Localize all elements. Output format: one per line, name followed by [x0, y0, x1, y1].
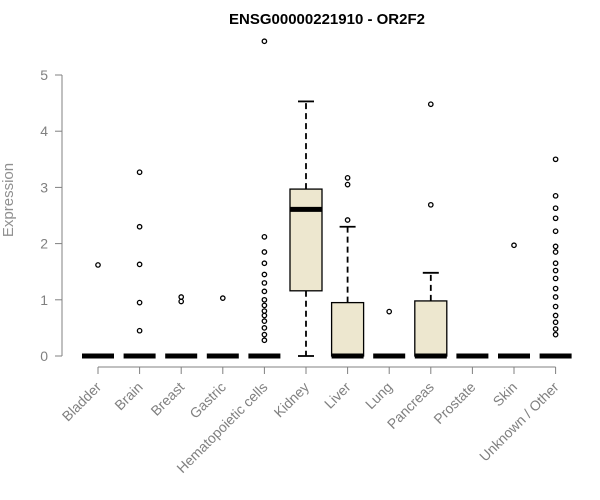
x-tick-label: Bladder — [59, 379, 105, 425]
outlier-point — [344, 217, 351, 223]
x-tick-label: Brain — [111, 379, 145, 413]
outlier-point — [261, 308, 268, 314]
outlier-point — [552, 319, 559, 326]
y-tick-label: 4 — [40, 123, 48, 139]
x-tick-label: Unknown / Other — [476, 379, 562, 465]
box-rect — [289, 188, 323, 292]
outlier-point — [261, 337, 268, 344]
y-tick-label: 3 — [40, 179, 48, 195]
outlier-point — [261, 331, 268, 338]
outlier-point — [552, 285, 559, 292]
outlier-point — [344, 181, 351, 188]
box-rect — [414, 300, 448, 357]
box-gastric — [206, 295, 239, 359]
outlier-point — [511, 242, 517, 249]
x-tick-label: Liver — [321, 379, 354, 412]
outlier-point — [136, 261, 143, 268]
outlier-point — [552, 303, 559, 310]
box-liver — [330, 174, 365, 359]
outlier-point — [552, 192, 559, 199]
outlier-point — [552, 228, 559, 235]
box-pancreas — [414, 101, 448, 359]
outlier-point — [552, 312, 559, 319]
outlier-point — [261, 234, 268, 240]
outlier-point — [552, 215, 559, 222]
box-rect — [330, 301, 365, 357]
y-tick-label: 0 — [40, 348, 48, 364]
outlier-point — [427, 201, 434, 208]
outlier-point — [261, 38, 268, 45]
outlier-point — [552, 260, 559, 267]
outlier-point — [552, 275, 559, 282]
box-kidney — [289, 100, 323, 357]
box-breast — [165, 294, 198, 359]
chart-title: ENSG00000221910 - OR2F2 — [229, 11, 425, 28]
x-tick-label: Lung — [362, 379, 395, 412]
box-bladder — [82, 262, 114, 359]
box-series — [82, 38, 572, 359]
outlier-point — [427, 101, 434, 108]
y-tick-label: 5 — [40, 67, 48, 83]
box-skin — [498, 242, 530, 359]
outlier-point — [261, 318, 268, 325]
outlier-point — [552, 205, 559, 212]
outlier-point — [95, 262, 101, 268]
outlier-point — [344, 174, 351, 181]
x-tick-label: Prostate — [430, 379, 478, 427]
x-tick-label: Skin — [490, 379, 521, 410]
y-tick-label: 2 — [40, 236, 48, 252]
outlier-point — [552, 249, 559, 255]
outlier-point — [261, 296, 268, 303]
outlier-point — [261, 302, 268, 309]
x-tick-label: Kidney — [271, 379, 313, 421]
outlier-point — [261, 249, 268, 255]
outlier-point — [552, 326, 559, 332]
outlier-point — [136, 169, 143, 176]
y-axis: 0 1 2 3 4 5 — [40, 67, 63, 364]
outlier-point — [261, 325, 268, 331]
outlier-point — [386, 308, 393, 315]
outlier-point — [136, 223, 143, 230]
box-brain — [123, 169, 156, 359]
y-axis-label: Expression — [0, 163, 17, 237]
x-tick-label: Breast — [147, 379, 187, 419]
y-tick-label: 1 — [40, 292, 48, 308]
outlier-point — [261, 288, 268, 295]
outlier-point — [552, 156, 559, 163]
box-lung — [373, 308, 406, 359]
outlier-point — [219, 295, 226, 301]
outlier-point — [178, 294, 185, 300]
outlier-point — [261, 260, 268, 267]
outlier-point — [261, 271, 268, 278]
box-unknown-other — [539, 156, 572, 359]
outlier-point — [552, 294, 559, 300]
box-hematopoietic-cells — [248, 38, 281, 359]
outlier-point — [136, 327, 143, 334]
outlier-point — [136, 299, 143, 306]
outlier-point — [261, 280, 268, 286]
outlier-point — [552, 331, 559, 338]
outlier-point — [552, 267, 559, 274]
outlier-point — [261, 312, 268, 319]
outlier-point — [178, 298, 185, 305]
outlier-point — [552, 243, 559, 250]
